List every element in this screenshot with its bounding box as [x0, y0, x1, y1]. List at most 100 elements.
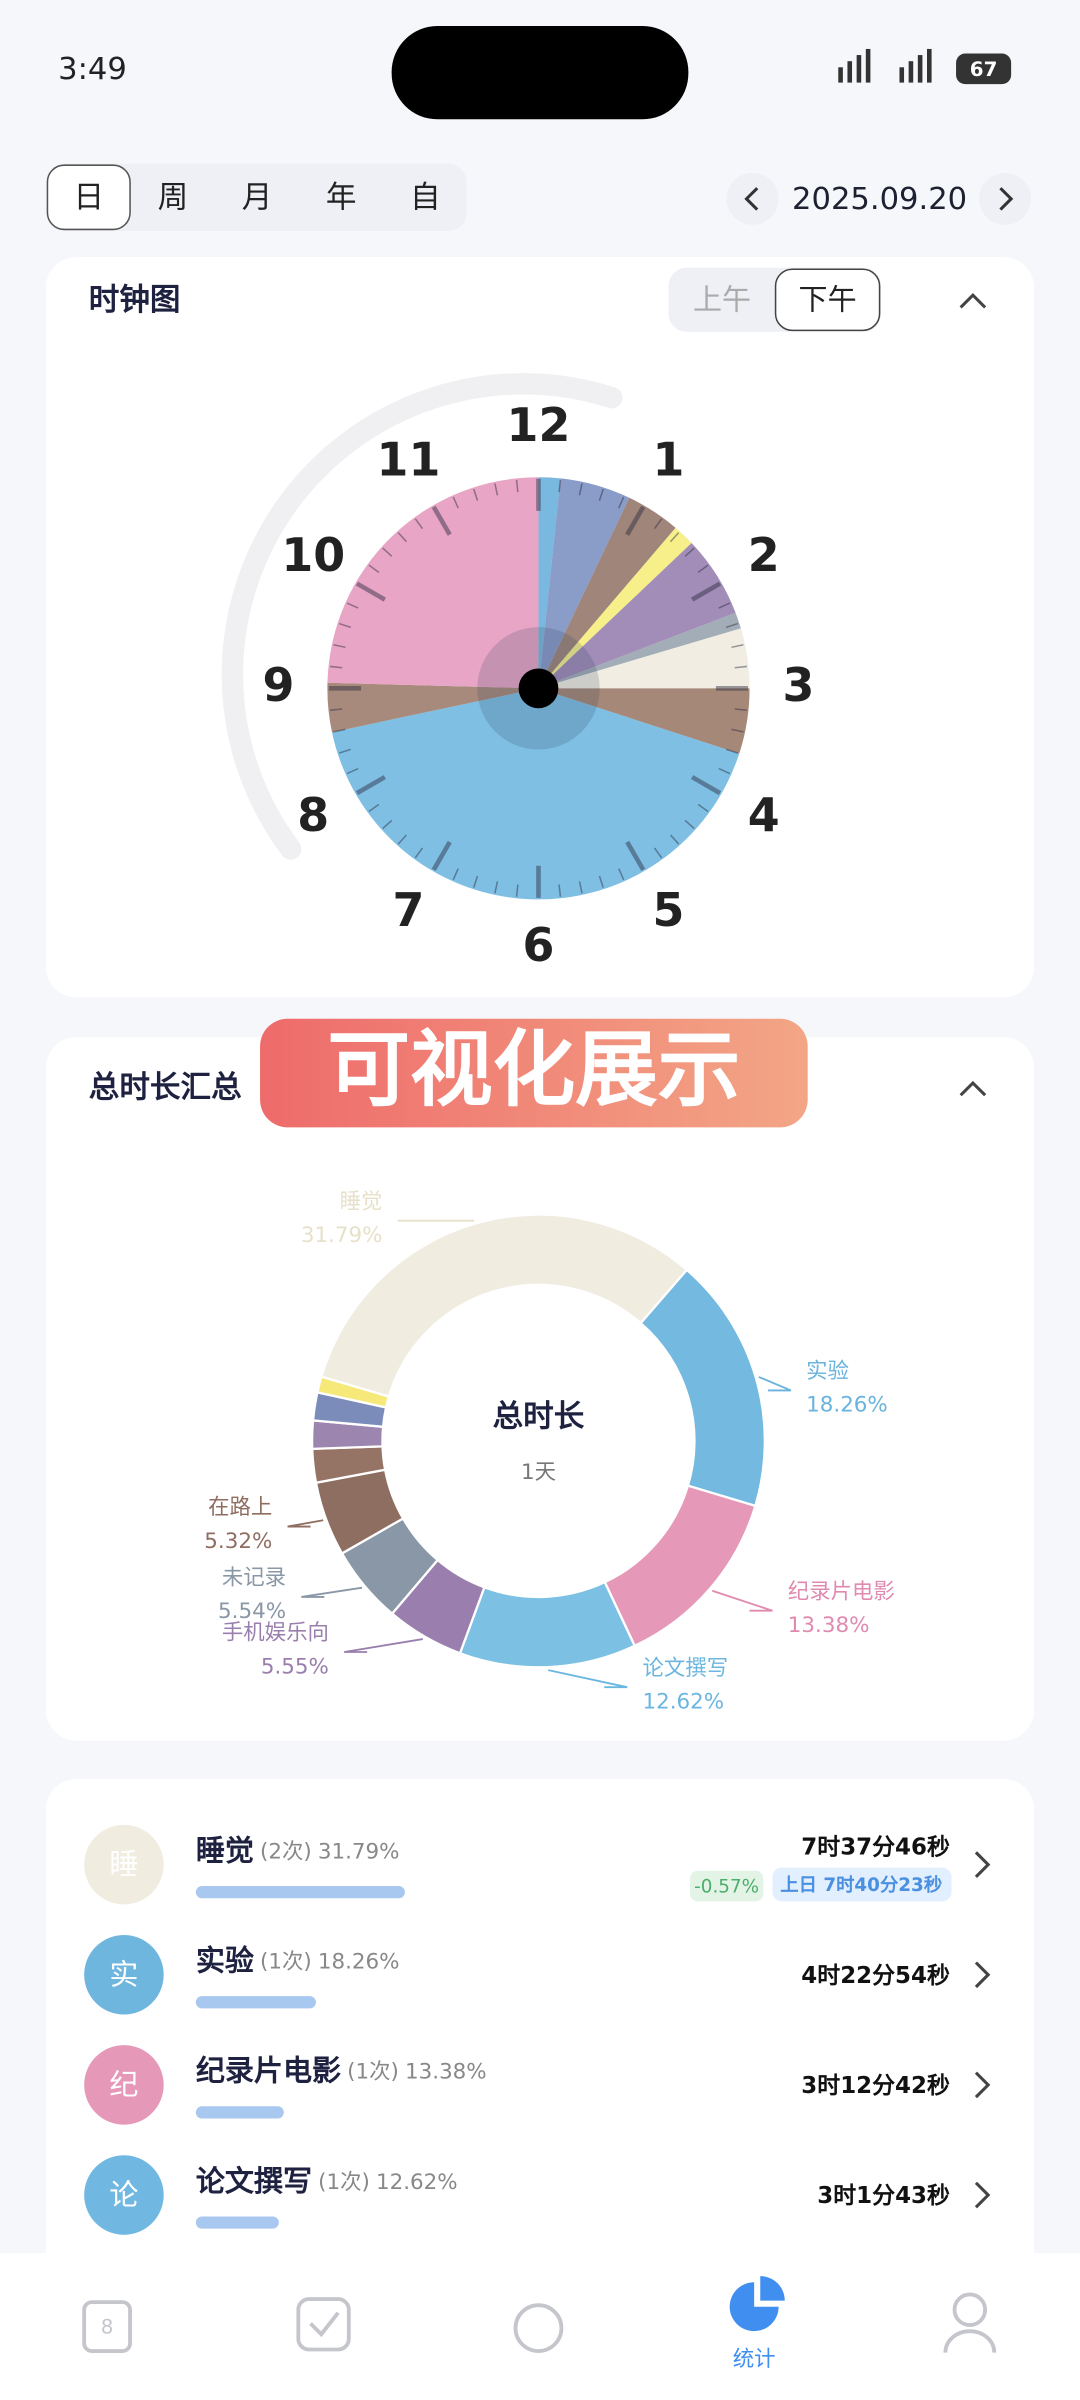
- donut-segment: [319, 1213, 689, 1399]
- minute-tick: [494, 881, 499, 894]
- minute-tick: [734, 665, 747, 669]
- prev-day-button[interactable]: [726, 172, 779, 225]
- donut-label-name: 实验: [806, 1359, 849, 1384]
- item-icon[interactable]: [84, 1934, 164, 2015]
- toggle-label[interactable]: 上午: [693, 282, 751, 316]
- donut-label-name: 睡觉: [340, 1189, 383, 1214]
- toggle-label[interactable]: 下午: [799, 282, 857, 316]
- item-chevron[interactable]: [974, 1961, 991, 1989]
- donut-label-value: 18.26%: [806, 1393, 888, 1418]
- hour-label: 2: [748, 528, 780, 582]
- collapse-button[interactable]: [959, 1080, 987, 1097]
- minute-tick: [618, 868, 625, 881]
- banner-text: 可视化展示: [327, 1022, 740, 1118]
- item-duration: 3时1分43秒: [817, 2183, 950, 2209]
- tab-selected[interactable]: [46, 164, 131, 231]
- minute-tick: [718, 602, 731, 609]
- delta-badge: [689, 1870, 764, 1902]
- donut-label-value: 13.38%: [788, 1613, 870, 1638]
- status-time: 3:49: [58, 52, 127, 87]
- tab-label[interactable]: 日: [73, 180, 104, 215]
- tab-label[interactable]: 自: [410, 180, 441, 215]
- collapse-button[interactable]: [959, 293, 987, 309]
- clock-segment: [331, 688, 740, 900]
- minute-tick: [338, 748, 352, 754]
- nav-todo[interactable]: [296, 2297, 351, 2352]
- clock-card-title: 时钟图: [89, 283, 181, 318]
- minute-tick: [731, 728, 744, 733]
- minute-tick: [669, 532, 680, 543]
- minute-tick: [472, 488, 479, 501]
- banner: [260, 1018, 808, 1128]
- donut-segment: [315, 1375, 391, 1409]
- item-count: (1次): [318, 2170, 370, 2195]
- hour-tick: [625, 505, 646, 536]
- item-icon-char: 实: [109, 1957, 138, 1991]
- minute-tick: [598, 875, 604, 888]
- minute-tick: [618, 496, 625, 509]
- date: 2025.09.20: [792, 182, 967, 217]
- summary-card: [45, 1037, 1035, 1741]
- item-percent: 18.26%: [318, 1950, 400, 1975]
- nav-active-label: 统计: [733, 2347, 776, 2372]
- donut-label-name: 在路上: [208, 1495, 272, 1520]
- clock-center: [518, 668, 559, 709]
- hour-tick: [355, 775, 386, 796]
- item-icon[interactable]: [84, 2045, 164, 2125]
- period-tabs: [45, 163, 467, 231]
- minute-tick: [558, 884, 562, 897]
- item-chevron[interactable]: [974, 2071, 991, 2099]
- item-previous: 上日 7时40分23秒: [780, 1874, 942, 1896]
- clock-segment: [538, 543, 736, 689]
- item-icon[interactable]: [84, 1824, 164, 1905]
- hour-tick: [625, 840, 646, 871]
- leader-line: [344, 1638, 423, 1653]
- leader-line: [548, 1669, 628, 1689]
- item-name[interactable]: 睡觉: [196, 1833, 254, 1867]
- item-icon-char: 睡: [109, 1847, 138, 1881]
- clock-segment: [327, 477, 539, 689]
- item-name[interactable]: 论文撰写: [196, 2164, 312, 2198]
- nav-stats-icon[interactable]: [729, 2282, 779, 2332]
- item-name[interactable]: 实验: [196, 1944, 254, 1978]
- tab-label[interactable]: 年: [326, 180, 357, 215]
- minute-tick: [684, 819, 695, 830]
- item-icon[interactable]: [84, 2155, 164, 2235]
- toggle-group: 上午 下午: [693, 268, 881, 332]
- clock-segment: [538, 477, 561, 689]
- donut-label-value: 5.54%: [218, 1599, 286, 1624]
- item-name[interactable]: 纪录片电影: [196, 2054, 341, 2088]
- leader-line: [301, 1586, 363, 1598]
- clock-segment: [538, 478, 630, 689]
- nav-profile[interactable]: [952, 2292, 988, 2327]
- item-icon-char: 纪: [109, 2067, 138, 2101]
- minute-tick: [558, 479, 562, 493]
- minute-tick: [669, 834, 680, 845]
- next-day-button[interactable]: [979, 172, 1032, 225]
- minute-tick: [578, 483, 583, 496]
- item-chevron[interactable]: [974, 1851, 991, 1878]
- nav-timer[interactable]: [513, 2303, 564, 2353]
- summary-card-title: 总时长汇总: [89, 1071, 242, 1106]
- hour-label: 7: [392, 883, 424, 937]
- toggle-selected: [774, 268, 881, 332]
- dynamic-island: [391, 26, 689, 120]
- minute-tick: [333, 728, 346, 733]
- battery-level: 67: [970, 58, 998, 81]
- minute-tick: [718, 767, 731, 775]
- item-duration: 7时37分46秒: [801, 1834, 950, 1860]
- nav-calendar[interactable]: [82, 2300, 132, 2353]
- minute-tick: [338, 622, 352, 629]
- tab-label[interactable]: 周: [158, 180, 189, 215]
- item-progress: [195, 2216, 279, 2229]
- clock-segment: [538, 628, 750, 689]
- item-count: (2次): [260, 1839, 312, 1864]
- minute-tick: [414, 847, 424, 859]
- minute-tick: [653, 518, 663, 530]
- item-chevron[interactable]: [974, 2181, 991, 2209]
- hour-label: 1: [653, 433, 685, 487]
- tab-label[interactable]: 月: [242, 180, 273, 215]
